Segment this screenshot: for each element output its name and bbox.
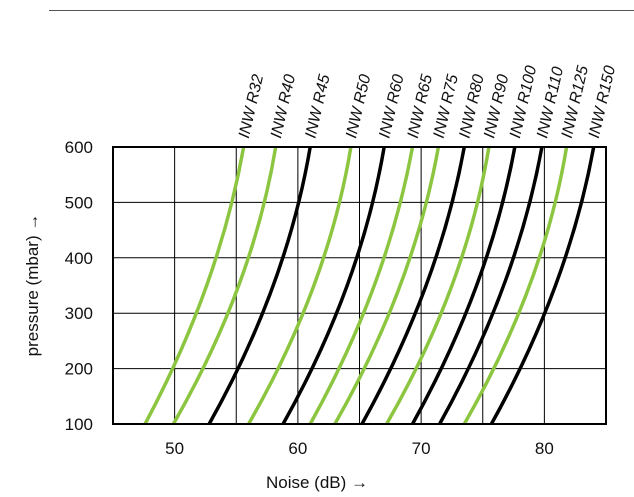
curve-labels: INW R32 INW R40 INW R45 INW R50 INW R60 INW R… xyxy=(236,64,619,140)
series-line xyxy=(333,146,441,425)
series-line xyxy=(462,146,569,425)
top-rule xyxy=(49,10,634,11)
x-tick-label: 60 xyxy=(288,439,307,458)
x-tick-label: 80 xyxy=(535,439,554,458)
y-tick-label: 500 xyxy=(65,193,93,212)
y-tick-label: 600 xyxy=(65,138,93,157)
y-tick-label: 300 xyxy=(65,304,93,323)
x-tick-label: 50 xyxy=(165,439,184,458)
series-line xyxy=(385,146,491,425)
series-line xyxy=(281,146,386,425)
y-axis-title: pressure (mbar) → xyxy=(23,214,42,357)
series-line xyxy=(489,146,596,425)
plot-frame xyxy=(112,146,607,425)
curve-label: INW R45 xyxy=(303,73,334,140)
y-tick-label: 200 xyxy=(65,360,93,379)
y-tick-label: 100 xyxy=(65,415,93,434)
curve-label: INW R50 xyxy=(343,73,374,140)
x-axis-title: Noise (dB) → xyxy=(266,473,368,492)
series-line xyxy=(143,146,246,425)
series-line xyxy=(171,146,278,425)
curve-label: INW R32 xyxy=(236,73,267,140)
series-line xyxy=(247,146,353,425)
tick-labels: 50 60 70 80 100 200 300 400 500 600 xyxy=(65,138,554,458)
series-line xyxy=(207,146,312,425)
x-tick-label: 70 xyxy=(412,439,431,458)
curve-label: INW R150 xyxy=(586,64,619,140)
curves xyxy=(143,146,596,425)
y-tick-label: 400 xyxy=(65,249,93,268)
curve-label: INW R40 xyxy=(268,73,299,140)
series-line xyxy=(438,146,544,425)
curve-label: INW R60 xyxy=(376,73,407,140)
series-line xyxy=(308,146,415,425)
series-line xyxy=(360,146,466,425)
series-line xyxy=(410,146,517,425)
